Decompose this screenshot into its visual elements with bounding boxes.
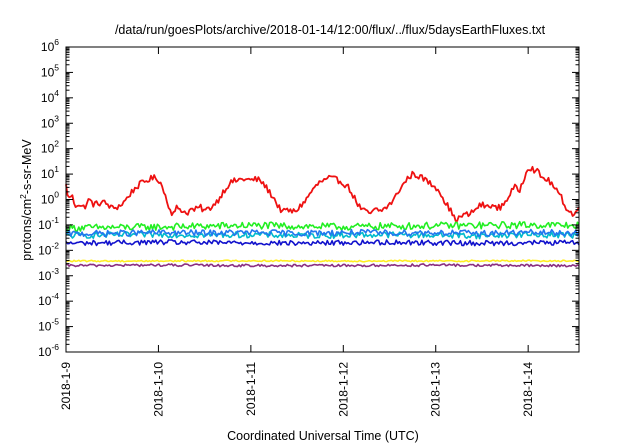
- series-line: [65, 220, 580, 233]
- y-axis-title-sup: 2: [18, 194, 28, 199]
- y-tick-label: 10-2: [38, 240, 59, 257]
- plot-frame: [65, 46, 580, 353]
- y-tick-base: 10: [38, 218, 52, 232]
- y-tick-exp: 1: [54, 164, 59, 174]
- y-tick-exp: -4: [51, 291, 59, 301]
- y-axis: 10610510410310210110010-110-210-310-410-…: [38, 37, 579, 359]
- x-axis-title: Coordinated Universal Time (UTC): [227, 429, 419, 443]
- y-tick-base: 10: [41, 193, 55, 207]
- y-tick-label: 106: [41, 37, 59, 54]
- series-line: [65, 165, 580, 222]
- y-tick-base: 10: [41, 91, 55, 105]
- y-tick-base: 10: [41, 40, 55, 54]
- x-axis: 2018-1-9 2018-1-10 2018-1-11 2018-1-12 2018-…: [59, 47, 535, 417]
- y-tick-label: 10-1: [38, 215, 59, 232]
- y-tick-base: 10: [41, 142, 55, 156]
- y-tick-base: 10: [38, 294, 52, 308]
- y-tick-exp: -5: [51, 317, 59, 327]
- series-line: [65, 263, 580, 268]
- y-tick-label: 100: [41, 190, 59, 207]
- y-tick-label: 10-3: [38, 266, 59, 283]
- y-tick-label: 105: [41, 62, 59, 79]
- x-tick-label: 2018-1-11: [244, 362, 258, 416]
- y-tick-exp: 3: [54, 113, 59, 123]
- y-tick-label: 102: [41, 139, 59, 156]
- y-tick-exp: 2: [54, 139, 59, 149]
- x-tick-label: 2018-1-9: [59, 362, 73, 410]
- series-line: [65, 228, 580, 238]
- y-tick-exp: 4: [54, 88, 59, 98]
- y-tick-exp: 5: [54, 62, 59, 72]
- y-tick-exp: -2: [51, 240, 59, 250]
- x-tick-label: 2018-1-12: [336, 362, 350, 417]
- y-tick-label: 101: [41, 164, 59, 181]
- x-tick-label: 2018-1-10: [151, 362, 165, 417]
- y-tick-label: 10-6: [38, 342, 59, 359]
- y-tick-base: 10: [41, 116, 55, 130]
- y-tick-exp: 6: [54, 37, 59, 47]
- series-line: [65, 239, 580, 247]
- y-tick-exp: -3: [51, 266, 59, 276]
- y-tick-label: 104: [41, 88, 59, 105]
- y-tick-base: 10: [38, 320, 52, 334]
- y-tick-exp: 0: [54, 190, 59, 200]
- y-tick-label: 10-5: [38, 317, 59, 334]
- y-tick-exp: -1: [51, 215, 59, 225]
- y-tick-base: 10: [41, 167, 55, 181]
- y-tick-label: 103: [41, 113, 59, 130]
- plot-lines: [65, 165, 580, 268]
- y-tick-base: 10: [38, 269, 52, 283]
- x-tick-label: 2018-1-14: [521, 362, 535, 417]
- y-tick-base: 10: [38, 243, 52, 257]
- y-axis-title-suffix: -s-sr-MeV: [20, 139, 34, 195]
- series-line: [65, 259, 580, 263]
- y-tick-base: 10: [41, 65, 55, 79]
- y-axis-title-prefix: protons/cm: [20, 199, 34, 261]
- y-tick-base: 10: [38, 345, 52, 359]
- y-axis-title: protons/cm2-s-sr-MeV: [18, 139, 34, 261]
- x-tick-label: 2018-1-13: [429, 362, 443, 417]
- y-tick-label: 10-4: [38, 291, 59, 308]
- chart-title: /data/run/goesPlots/archive/2018-01-14/1…: [115, 23, 546, 37]
- y-tick-exp: -6: [51, 342, 59, 352]
